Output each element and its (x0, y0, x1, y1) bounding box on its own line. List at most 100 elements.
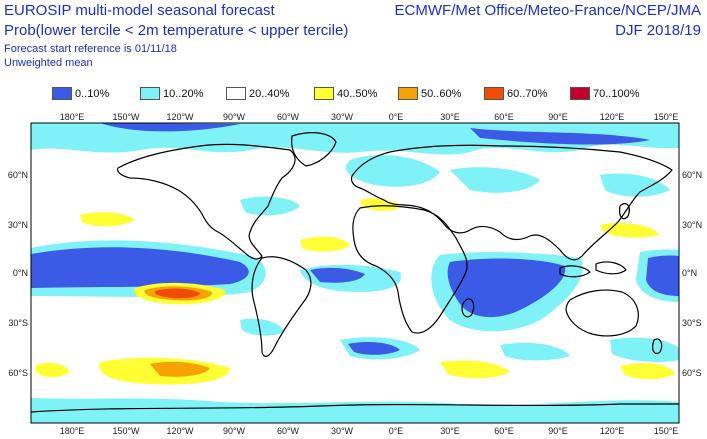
legend-label: 50..60% (421, 87, 462, 100)
south-america-cyan-patch (240, 318, 285, 336)
new-zealand-coast (652, 338, 663, 355)
south-pacific-orange-patch (150, 361, 210, 377)
greenland-coast (291, 132, 337, 167)
legend-swatch (140, 87, 160, 100)
north-atlantic-yellow-patch (300, 236, 350, 252)
legend-label: 20..40% (249, 87, 290, 100)
west-pacific-blue-region (646, 255, 679, 296)
weighting-note: Unweighted mean (4, 57, 93, 69)
lon-label: 120°E (600, 112, 625, 122)
legend-item: 0..10% (52, 87, 109, 100)
longitude-labels-top: 180°E 150°W 120°W 90°W 60°W 30°W 0°E 30°… (60, 112, 679, 122)
lon-label: 150°W (112, 426, 140, 436)
latitude-labels-left: 60°N 30°N 0°N 30°S 60°S (8, 170, 28, 378)
lon-label: 30°W (331, 112, 354, 122)
pacific-warm-anomaly (154, 288, 200, 299)
africa-coast (352, 205, 468, 334)
eurasia-coast (350, 144, 673, 261)
legend-swatch (398, 87, 418, 100)
lon-label: 60°E (494, 112, 514, 122)
map-subtitle: Prob(lower tercile < 2m temperature < up… (4, 22, 349, 39)
legend-item: 20..40% (226, 87, 289, 100)
legend-item: 50..60% (398, 87, 461, 100)
lon-label: 30°E (440, 112, 460, 122)
lat-label: 30°S (682, 318, 702, 328)
legend-swatch (52, 87, 72, 100)
lat-label: 60°S (8, 368, 28, 378)
latitude-labels-right: 60°N 30°N 0°N 30°S 60°S (682, 170, 702, 378)
lon-label: 180°E (60, 426, 85, 436)
north-america-cyan-patch (240, 196, 300, 216)
asia-cyan-patch (450, 167, 540, 193)
producing-centres: ECMWF/Met Office/Meteo-France/NCEP/JMA (394, 2, 701, 19)
southern-indian-yellow-patch (440, 360, 510, 379)
lon-label: 0°E (389, 426, 404, 436)
lat-label: 60°N (682, 170, 702, 180)
southern-ocean-blue-patch (348, 342, 400, 355)
forecast-start-reference: Forecast start reference is 01/11/18 (4, 43, 177, 55)
legend-swatch (314, 87, 334, 100)
legend-swatch (484, 87, 504, 100)
lon-label: 150°W (112, 112, 140, 122)
pacific-cyan-patch (600, 173, 670, 197)
europe-cyan-patch (346, 155, 440, 187)
south-pacific-yellow-patch (620, 363, 675, 380)
north-pacific-yellow-patch (80, 212, 135, 227)
north-america-coast (117, 143, 296, 260)
island-coast (595, 261, 627, 275)
coastlines (31, 132, 679, 413)
legend-item: 60..70% (484, 87, 547, 100)
lon-label: 90°W (223, 112, 246, 122)
lat-label: 30°S (8, 318, 28, 328)
legend-swatch (226, 87, 246, 100)
australia-coast (565, 289, 639, 337)
antarctic-cyan-band (31, 398, 679, 423)
island-coast (559, 265, 591, 278)
atlantic-blue-region (310, 267, 365, 283)
map-title: EUROSIP multi-model seasonal forecast (4, 2, 275, 19)
lon-label: 30°W (331, 426, 354, 436)
lon-label: 180°E (60, 112, 85, 122)
legend-item: 40..50% (314, 87, 377, 100)
pacific-blue-region (31, 247, 249, 288)
lon-label: 60°W (277, 426, 300, 436)
lat-label: 30°N (8, 220, 28, 230)
indian-ocean-blue-region (447, 258, 566, 318)
lon-label: 0°E (389, 112, 404, 122)
atlantic-yellow-patch (360, 198, 400, 211)
lat-label: 0°N (13, 268, 28, 278)
lon-label: 90°E (548, 112, 568, 122)
legend-item: 70..100% (570, 87, 639, 100)
forecast-season: DJF 2018/19 (615, 22, 701, 39)
lon-label: 150°E (654, 426, 679, 436)
lon-label: 150°E (654, 112, 679, 122)
lon-label: 120°E (600, 426, 625, 436)
lat-label: 60°N (8, 170, 28, 180)
southern-ocean-cyan-patch (500, 342, 570, 361)
legend-label: 40..50% (337, 87, 378, 100)
japan-coast (619, 203, 630, 220)
arctic-blue-patch (100, 123, 240, 132)
legend-label: 0..10% (75, 87, 110, 100)
south-america-coast (251, 256, 312, 357)
legend-label: 70..100% (593, 87, 640, 100)
arctic-blue-patch (470, 128, 650, 145)
antarctica-coast (31, 403, 679, 413)
legend-label: 60..70% (507, 87, 548, 100)
lon-label: 60°E (494, 426, 514, 436)
legend-swatch (570, 87, 590, 100)
map-frame (30, 122, 680, 424)
legend-item: 10..20% (140, 87, 203, 100)
south-pacific-yellow-patch (36, 362, 70, 378)
madagascar-coast (461, 298, 475, 318)
longitude-labels-bottom: 180°E 150°W 120°W 90°W 60°W 30°W 0°E 30°… (60, 426, 679, 436)
lon-label: 120°W (166, 426, 194, 436)
lat-label: 60°S (682, 368, 702, 378)
west-pacific-yellow-patch (600, 222, 660, 238)
lon-label: 120°W (166, 112, 194, 122)
legend-label: 10..20% (163, 87, 204, 100)
lat-label: 30°N (682, 220, 702, 230)
lon-label: 90°W (223, 426, 246, 436)
lon-label: 30°E (440, 426, 460, 436)
